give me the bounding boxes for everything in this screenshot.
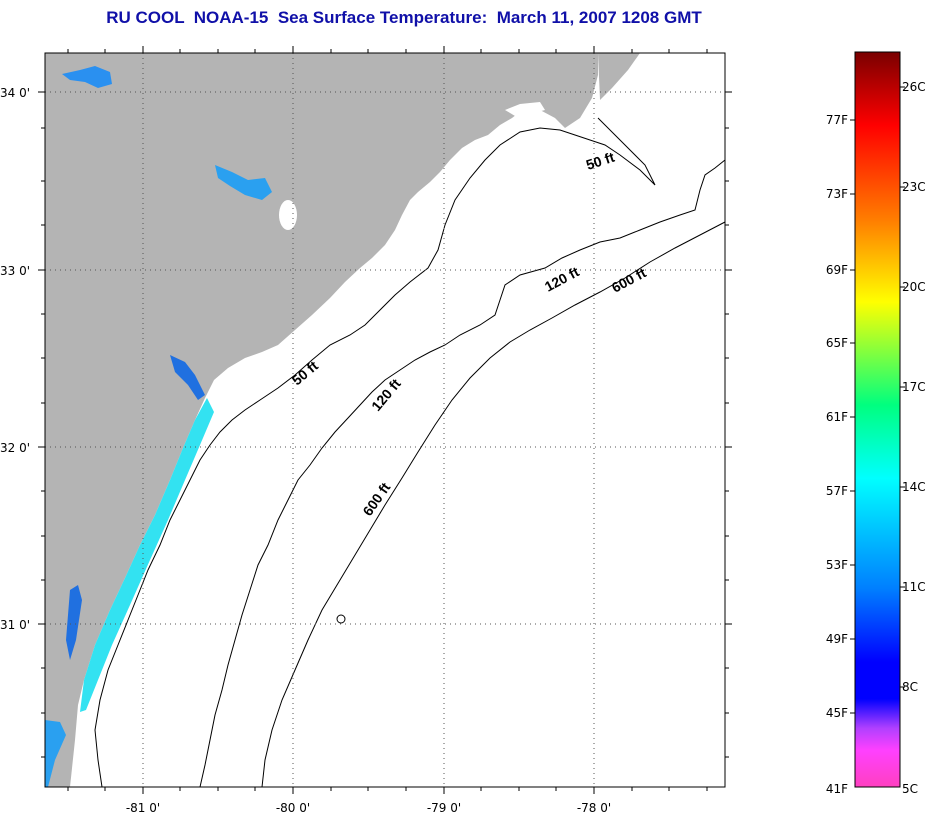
right-ticks xyxy=(725,91,732,758)
lat-label-33: 33 0' xyxy=(0,264,30,278)
colorbar-f-73: 73F xyxy=(826,187,848,201)
colorbar xyxy=(854,51,901,788)
colorbar-f-49: 49F xyxy=(826,632,848,646)
seamount-contour xyxy=(336,614,346,624)
colorbar-c-23: 23C xyxy=(902,180,926,194)
sst-estuary-2 xyxy=(66,585,82,660)
lon-label-81: -81 0' xyxy=(126,801,160,815)
land-mass xyxy=(45,53,598,787)
colorbar-c-17: 17C xyxy=(902,380,926,394)
colorbar-f-77: 77F xyxy=(826,113,848,127)
colorbar-c-5: 5C xyxy=(902,782,918,796)
map-frame xyxy=(44,52,726,788)
sst-coastal-band xyxy=(80,398,214,712)
sst-estuary-1 xyxy=(170,355,205,400)
map-title: RU COOL NOAA-15 Sea Surface Temperature:… xyxy=(106,8,702,27)
left-ticks xyxy=(38,91,45,758)
colorbar-f-41: 41F xyxy=(826,782,848,796)
grid-lines xyxy=(45,53,725,787)
cloud-patch xyxy=(279,200,297,230)
lon-label-80: -80 0' xyxy=(276,801,310,815)
sst-lake-moultrie xyxy=(215,165,272,200)
lat-label-32: 32 0' xyxy=(0,441,30,455)
colorbar-c-14: 14C xyxy=(902,480,926,494)
lat-label-34: 34 0' xyxy=(0,86,30,100)
colorbar-c-20: 20C xyxy=(902,280,926,294)
lat-label-31: 31 0' xyxy=(0,618,30,632)
colorbar-f-53: 53F xyxy=(826,558,848,572)
colorbar-f-45: 45F xyxy=(826,706,848,720)
colorbar-ticks xyxy=(850,86,905,714)
sst-lake-north xyxy=(62,66,112,88)
land-cape-top xyxy=(598,53,640,100)
colorbar-f-57: 57F xyxy=(826,484,848,498)
isobath-600ft xyxy=(261,221,725,787)
cloud-patch-north xyxy=(505,102,545,116)
colorbar-f-69: 69F xyxy=(826,263,848,277)
colorbar-f-61: 61F xyxy=(826,410,848,424)
bottom-ticks xyxy=(67,787,708,794)
colorbar-c-26: 26C xyxy=(902,80,926,94)
top-ticks xyxy=(67,46,708,53)
isobath-50ft xyxy=(94,117,656,787)
colorbar-f-65: 65F xyxy=(826,336,848,350)
isobath-120ft xyxy=(199,159,725,787)
lon-label-79: -79 0' xyxy=(427,801,461,815)
colorbar-c-8: 8C xyxy=(902,680,918,694)
sst-estuary-3 xyxy=(45,720,66,787)
lon-label-78: -78 0' xyxy=(577,801,611,815)
colorbar-c-11: 11C xyxy=(902,580,926,594)
